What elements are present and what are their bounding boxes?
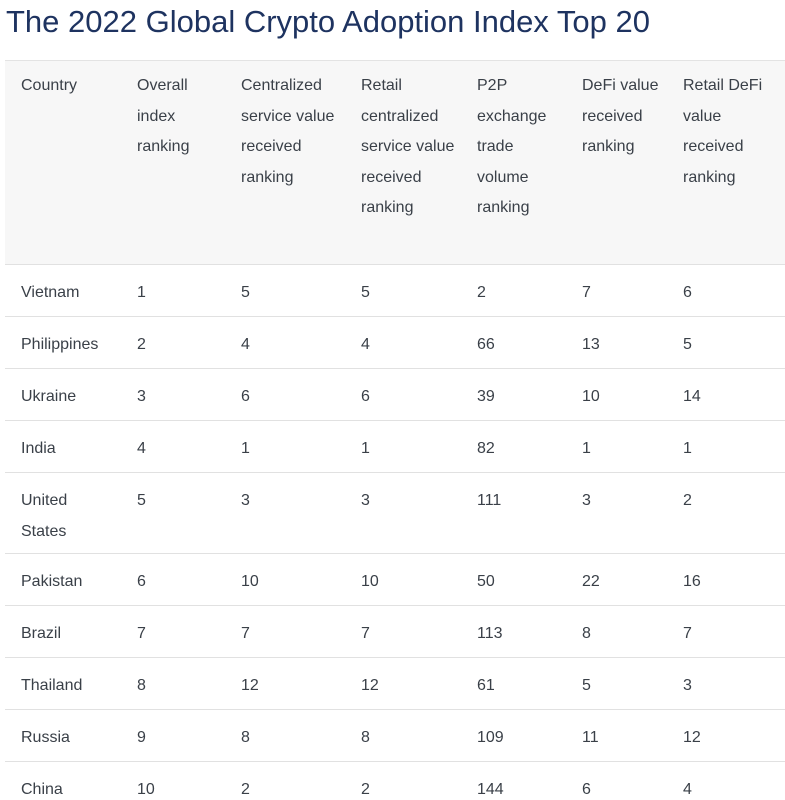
- country-cell: China: [21, 781, 63, 798]
- table-header-row: Country Overall index ranking Centralize…: [5, 61, 785, 265]
- country-cell: United States: [21, 492, 68, 540]
- retail-defi-rank-cell: 7: [683, 625, 692, 642]
- p2p-rank-cell: 61: [477, 677, 495, 694]
- centralized-rank-cell: 1: [241, 440, 250, 457]
- overall-rank-cell: 3: [137, 388, 146, 405]
- p2p-rank-cell: 50: [477, 573, 495, 590]
- retail-centralized-rank-cell: 6: [361, 388, 370, 405]
- defi-rank-cell: 11: [582, 729, 599, 746]
- centralized-rank-cell: 2: [241, 781, 250, 798]
- header-retail-centralized-service-ranking: Retail centralized service value receive…: [361, 77, 455, 216]
- p2p-rank-cell: 113: [477, 625, 503, 642]
- retail-centralized-rank-cell: 8: [361, 729, 370, 746]
- table-row: Philippines 2 4 4 66 13 5: [5, 317, 785, 369]
- table-row: Pakistan 6 10 10 50 22 16: [5, 554, 785, 606]
- overall-rank-cell: 9: [137, 729, 146, 746]
- retail-defi-rank-cell: 14: [683, 388, 701, 405]
- centralized-rank-cell: 10: [241, 573, 259, 590]
- retail-centralized-rank-cell: 12: [361, 677, 379, 694]
- p2p-rank-cell: 39: [477, 388, 495, 405]
- overall-rank-cell: 2: [137, 336, 146, 353]
- p2p-rank-cell: 66: [477, 336, 495, 353]
- defi-rank-cell: 1: [582, 440, 591, 457]
- overall-rank-cell: 10: [137, 781, 155, 798]
- overall-rank-cell: 4: [137, 440, 146, 457]
- centralized-rank-cell: 8: [241, 729, 250, 746]
- p2p-rank-cell: 144: [477, 781, 504, 798]
- header-retail-defi-ranking: Retail DeFi value received ranking: [683, 77, 763, 186]
- retail-centralized-rank-cell: 2: [361, 781, 370, 798]
- defi-rank-cell: 7: [582, 284, 591, 301]
- defi-rank-cell: 22: [582, 573, 600, 590]
- p2p-rank-cell: 2: [477, 284, 486, 301]
- centralized-rank-cell: 5: [241, 284, 250, 301]
- page-title: The 2022 Global Crypto Adoption Index To…: [6, 4, 650, 39]
- p2p-rank-cell: 109: [477, 729, 504, 746]
- retail-defi-rank-cell: 6: [683, 284, 692, 301]
- centralized-rank-cell: 3: [241, 492, 250, 509]
- retail-centralized-rank-cell: 5: [361, 284, 370, 301]
- header-centralized-service-ranking: Centralized service value received ranki…: [241, 77, 335, 186]
- retail-defi-rank-cell: 3: [683, 677, 692, 694]
- centralized-rank-cell: 12: [241, 677, 259, 694]
- table-row: Russia 9 8 8 109 11 12: [5, 710, 785, 762]
- centralized-rank-cell: 7: [241, 625, 250, 642]
- retail-defi-rank-cell: 1: [683, 440, 692, 457]
- defi-rank-cell: 6: [582, 781, 591, 798]
- header-defi-ranking: DeFi value received ranking: [582, 77, 659, 155]
- defi-rank-cell: 10: [582, 388, 600, 405]
- table-row: Brazil 7 7 7 113 8 7: [5, 606, 785, 658]
- table-row: Ukraine 3 6 6 39 10 14: [5, 369, 785, 421]
- country-cell: Thailand: [21, 677, 83, 694]
- retail-defi-rank-cell: 12: [683, 729, 701, 746]
- overall-rank-cell: 8: [137, 677, 146, 694]
- p2p-rank-cell: 82: [477, 440, 495, 457]
- defi-rank-cell: 8: [582, 625, 591, 642]
- country-cell: Russia: [21, 729, 70, 746]
- retail-centralized-rank-cell: 1: [361, 440, 370, 457]
- defi-rank-cell: 3: [582, 492, 591, 509]
- table-row: United States 5 3 3 111 3 2: [5, 473, 785, 554]
- overall-rank-cell: 1: [137, 284, 146, 301]
- retail-centralized-rank-cell: 4: [361, 336, 370, 353]
- retail-centralized-rank-cell: 10: [361, 573, 379, 590]
- p2p-rank-cell: 111: [477, 492, 502, 509]
- adoption-index-table: Country Overall index ranking Centralize…: [5, 60, 785, 800]
- retail-centralized-rank-cell: 7: [361, 625, 370, 642]
- table-row: Vietnam 1 5 5 2 7 6: [5, 265, 785, 317]
- country-cell: Vietnam: [21, 284, 80, 301]
- country-cell: India: [21, 440, 56, 457]
- overall-rank-cell: 7: [137, 625, 146, 642]
- table-row: Thailand 8 12 12 61 5 3: [5, 658, 785, 710]
- header-overall-index-ranking: Overall index ranking: [137, 77, 190, 155]
- defi-rank-cell: 13: [582, 336, 600, 353]
- retail-defi-rank-cell: 16: [683, 573, 701, 590]
- retail-defi-rank-cell: 5: [683, 336, 692, 353]
- table-row: India 4 1 1 82 1 1: [5, 421, 785, 473]
- centralized-rank-cell: 4: [241, 336, 250, 353]
- overall-rank-cell: 5: [137, 492, 146, 509]
- country-cell: Philippines: [21, 336, 99, 353]
- centralized-rank-cell: 6: [241, 388, 250, 405]
- retail-defi-rank-cell: 4: [683, 781, 692, 798]
- retail-centralized-rank-cell: 3: [361, 492, 370, 509]
- country-cell: Pakistan: [21, 573, 83, 590]
- defi-rank-cell: 5: [582, 677, 591, 694]
- header-country: Country: [21, 77, 78, 94]
- table-row: China 10 2 2 144 6 4: [5, 762, 785, 800]
- country-cell: Ukraine: [21, 388, 77, 405]
- header-p2p-exchange-ranking: P2P exchange trade volume ranking: [477, 77, 547, 216]
- retail-defi-rank-cell: 2: [683, 492, 692, 509]
- country-cell: Brazil: [21, 625, 62, 642]
- overall-rank-cell: 6: [137, 573, 146, 590]
